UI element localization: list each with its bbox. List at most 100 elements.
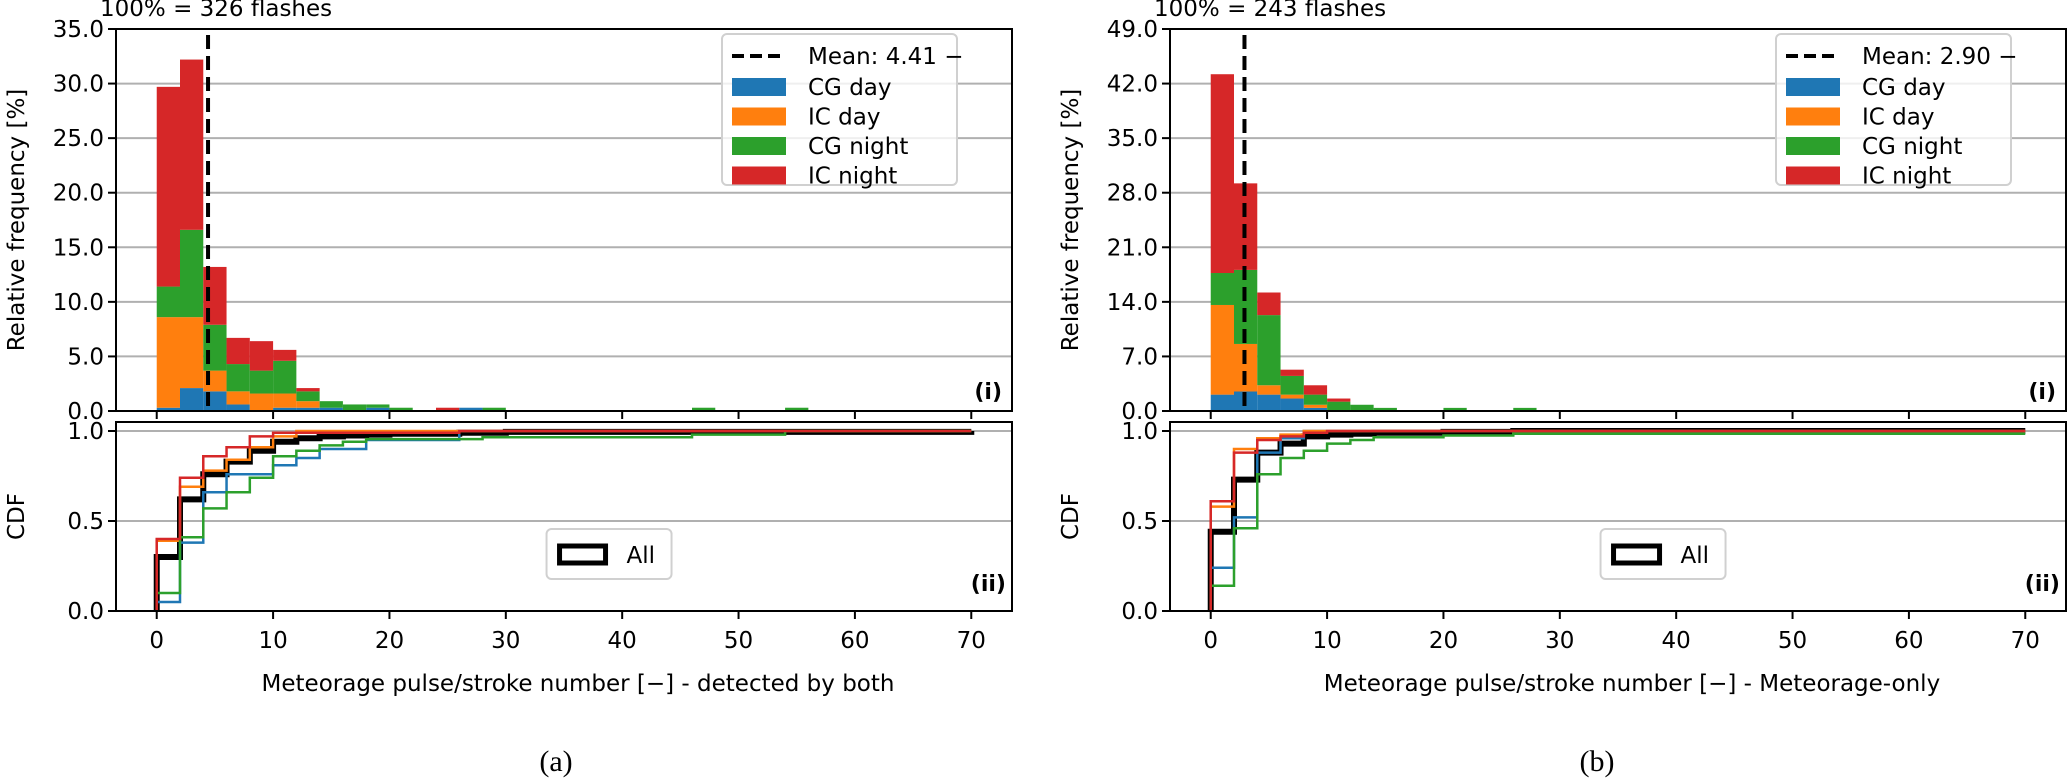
legend-label: IC day xyxy=(808,105,880,131)
histogram-legend: Mean: 4.41 − CG day IC day CG night IC night xyxy=(721,33,964,190)
bar-cg-night xyxy=(366,404,390,408)
y-tick-label: 5.0 xyxy=(67,344,104,370)
histogram-axes: 0.0 5.0 10.0 15.0 20.0 25.0 30.0 35.0 Relative f… xyxy=(4,0,1013,425)
bar-cg-night xyxy=(1373,407,1397,411)
x-tick-label: 70 xyxy=(2011,628,2040,654)
y-axis-label: Relative frequency [%] xyxy=(4,89,30,352)
bar-cg-day xyxy=(180,388,204,411)
bar-cg-day xyxy=(226,404,250,411)
legend-label: CG night xyxy=(808,134,908,160)
cdf-axes: 0.0 0.5 1.0 0 10 20 30 40 50 60 70 CDF (ii) All xyxy=(1058,419,2067,654)
bar-ic-day xyxy=(1210,304,1234,395)
bar-cg-night xyxy=(482,407,506,411)
histogram-frame xyxy=(1169,28,2067,412)
bar-cg-night xyxy=(296,391,320,402)
x-tick-label: 10 xyxy=(258,628,287,654)
legend-label: All xyxy=(627,543,656,569)
y-tick-label: 0.5 xyxy=(1121,509,1158,535)
x-tick-label: 40 xyxy=(608,628,637,654)
bar-cg-day xyxy=(1280,398,1304,411)
bar-ic-night xyxy=(1303,385,1328,395)
legend-label: CG night xyxy=(1862,134,1962,160)
legend-swatch-cg-day xyxy=(732,78,786,96)
y-axis-label: CDF xyxy=(4,493,30,540)
bar-ic-day xyxy=(296,401,320,408)
x-tick-label: 20 xyxy=(1429,628,1458,654)
bar-ic-day xyxy=(1303,404,1328,408)
legend-swatch-cg-night xyxy=(732,137,786,155)
bar-cg-day xyxy=(1210,394,1234,411)
cdf-line-ic-night xyxy=(1209,429,2026,611)
y-tick-label: 28.0 xyxy=(1107,181,1158,207)
bar-ic-night xyxy=(1210,74,1234,274)
bar-cg-day xyxy=(366,407,390,411)
bar-ic-day xyxy=(226,391,250,405)
bar-ic-night xyxy=(1257,292,1281,316)
y-tick-label: 1.0 xyxy=(67,419,104,445)
cdf-line-ic-day xyxy=(1209,429,2026,611)
bar-cg-night xyxy=(226,364,250,392)
bar-ic-day xyxy=(249,393,274,411)
figure-caption: (a) xyxy=(539,745,572,778)
legend-label: IC night xyxy=(1862,164,1951,190)
legend-box xyxy=(545,528,673,580)
y-tick-label: 0.0 xyxy=(1121,399,1158,425)
y-tick-label: 30.0 xyxy=(53,72,104,98)
x-tick-label: 0 xyxy=(149,628,164,654)
panel-tag: (i) xyxy=(2028,380,2056,405)
cdf-axes: 0.0 0.5 1.0 0 10 20 30 40 50 60 70 CDF (ii) All xyxy=(4,419,1013,654)
y-tick-label: 15.0 xyxy=(53,235,104,261)
cdf-legend: All xyxy=(1599,528,1727,580)
cdf-legend: All xyxy=(545,528,673,580)
bar-ic-night xyxy=(180,59,204,230)
x-tick-label: 60 xyxy=(840,628,869,654)
bar-cg-night xyxy=(1280,375,1304,395)
legend-label: IC night xyxy=(808,164,897,190)
legend-swatch-ic-night xyxy=(1786,166,1840,185)
x-tick-label: 50 xyxy=(724,628,753,654)
panel-tag: (i) xyxy=(974,380,1002,405)
legend-mean-label: Mean: 4.41 − xyxy=(808,44,964,70)
bar-ic-night xyxy=(226,337,250,365)
figure-caption: (b) xyxy=(1580,745,1615,778)
legend-swatch-ic-night xyxy=(732,166,786,185)
bar-cg-day xyxy=(296,407,320,411)
y-tick-label: 10.0 xyxy=(53,290,104,316)
legend-swatch-cg-night xyxy=(1786,137,1840,155)
bar-ic-night xyxy=(249,341,274,371)
bar-cg-night xyxy=(319,401,343,408)
bar-ic-day xyxy=(273,393,297,408)
x-tick-label: 30 xyxy=(1545,628,1574,654)
legend-box xyxy=(1599,528,1727,580)
x-axis-label: Meteorage pulse/stroke number [−] - dete… xyxy=(262,671,895,697)
legend-swatch-all xyxy=(557,543,609,566)
y-tick-label: 42.0 xyxy=(1107,72,1158,98)
histogram-frame xyxy=(115,28,1013,412)
panel-tag: (ii) xyxy=(2025,572,2060,597)
cdf-line-cg-night xyxy=(155,429,972,611)
bar-ic-day xyxy=(1280,394,1304,399)
bar-ic-day xyxy=(1257,385,1281,395)
chart-title: 100% = 326 flashes xyxy=(100,0,332,22)
legend-label: All xyxy=(1681,543,1710,569)
x-tick-label: 30 xyxy=(491,628,520,654)
cdf-line-ic-night xyxy=(155,429,972,611)
panel-tag: (ii) xyxy=(971,572,1006,597)
y-tick-label: 20.0 xyxy=(53,181,104,207)
bar-cg-night xyxy=(1303,394,1328,405)
chart-title: 100% = 243 flashes xyxy=(1154,0,1386,22)
bar-cg-night xyxy=(249,370,274,394)
histogram-axes: 0.0 7.0 14.0 21.0 28.0 35.0 42.0 49.0 Relative f… xyxy=(1058,0,2067,425)
bar-cg-day xyxy=(1257,394,1281,411)
x-tick-label: 60 xyxy=(1894,628,1923,654)
legend-mean-label: Mean: 2.90 − xyxy=(1862,44,2018,70)
x-axis-label: Meteorage pulse/stroke number [−] - Mete… xyxy=(1324,671,1940,697)
bar-cg-night xyxy=(273,360,297,394)
y-tick-label: 14.0 xyxy=(1107,290,1158,316)
bar-cg-night xyxy=(1513,407,1537,411)
cdf-line-cg-night xyxy=(1209,432,2026,611)
panel-b: 0.0 7.0 14.0 21.0 28.0 35.0 42.0 49.0 Relative f… xyxy=(1058,0,2067,778)
y-tick-label: 49.0 xyxy=(1107,17,1158,43)
y-tick-label: 35.0 xyxy=(1107,126,1158,152)
